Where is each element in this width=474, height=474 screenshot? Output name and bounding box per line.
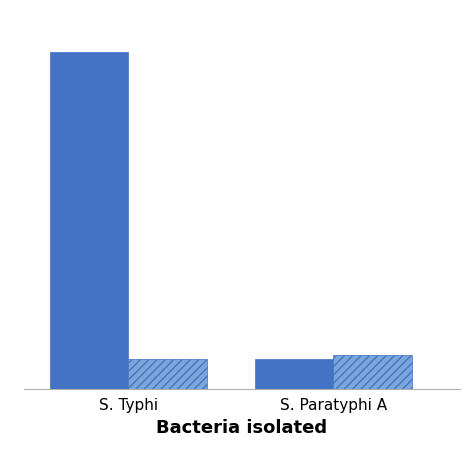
X-axis label: Bacteria isolated: Bacteria isolated xyxy=(156,419,328,437)
Bar xyxy=(128,359,207,389)
Bar xyxy=(255,359,333,389)
Bar xyxy=(333,355,412,389)
Bar xyxy=(50,52,128,389)
